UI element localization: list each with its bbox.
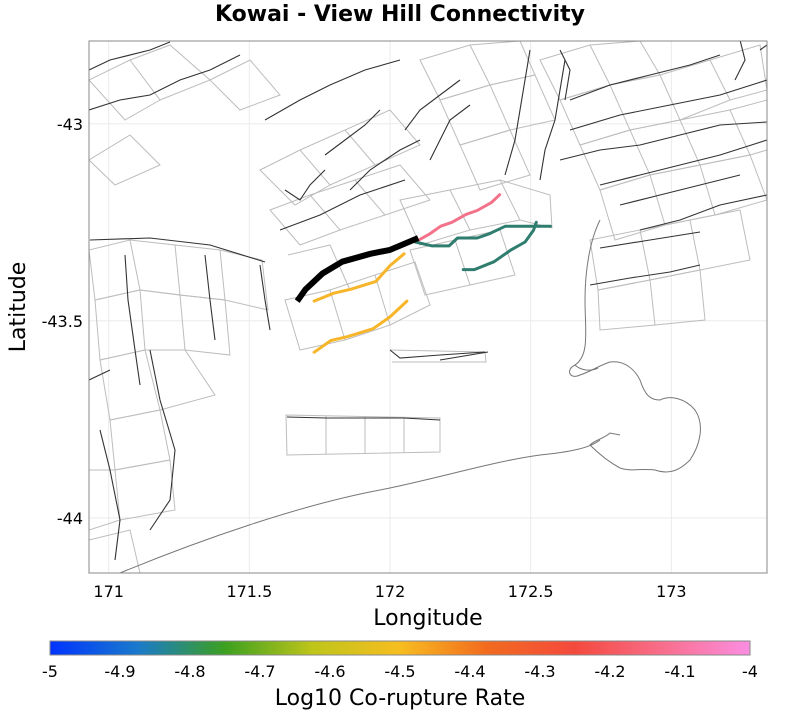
x-tick-label: 171.5: [226, 582, 272, 601]
fault-outlines-west: [89, 44, 487, 573]
colorbar-tick-label: -4: [742, 662, 758, 681]
grid-lines: [89, 41, 767, 573]
coastline: [119, 219, 701, 573]
colorbar-tick-label: -5: [42, 662, 58, 681]
connected-fault-trace: [413, 193, 502, 244]
y-tick-label: -44: [57, 509, 83, 528]
x-tick-label: 173: [656, 582, 687, 601]
x-tick-label: 171: [93, 582, 124, 601]
plot-frame: [88, 40, 768, 574]
map-title: Kowai - View Hill Connectivity: [214, 2, 586, 27]
colorbar-tick-label: -4.3: [524, 662, 555, 681]
colorbar-label: Log10 Co-rupture Rate: [275, 686, 526, 711]
colorbar-tick-label: -4.4: [454, 662, 485, 681]
source-fault-trace: [294, 235, 420, 303]
connected-fault-trace: [413, 224, 552, 248]
y-axis-label: Latitude: [6, 262, 31, 353]
colorbar-tick-label: -4.6: [314, 662, 345, 681]
x-tick-label: 172.5: [508, 582, 554, 601]
connected-fault-trace: [312, 252, 406, 303]
colorbar-tick-label: -4.1: [664, 662, 695, 681]
y-tick-label: -43: [57, 115, 83, 134]
x-tick-label: 172: [375, 582, 406, 601]
connected-fault-trace: [461, 220, 538, 272]
axis-ticks: 171 171.5 172 172.5 173 -43 -43.5 -44: [42, 115, 687, 601]
y-tick-label: -43.5: [42, 312, 83, 331]
fault-traces: [89, 41, 767, 561]
rupture-layer: [294, 193, 552, 354]
colorbar: [49, 640, 751, 656]
colorbar-ticks: -5 -4.9 -4.8 -4.7 -4.6 -4.5 -4.4 -4.3 -4.2 -4.1 -4: [42, 662, 758, 681]
colorbar-tick-label: -4.7: [244, 662, 275, 681]
connected-fault-trace: [312, 299, 409, 354]
colorbar-tick-label: -4.5: [384, 662, 415, 681]
colorbar-tick-label: -4.9: [104, 662, 135, 681]
x-axis-label: Longitude: [373, 606, 482, 631]
colorbar-tick-label: -4.2: [594, 662, 625, 681]
colorbar-tick-label: -4.8: [174, 662, 205, 681]
